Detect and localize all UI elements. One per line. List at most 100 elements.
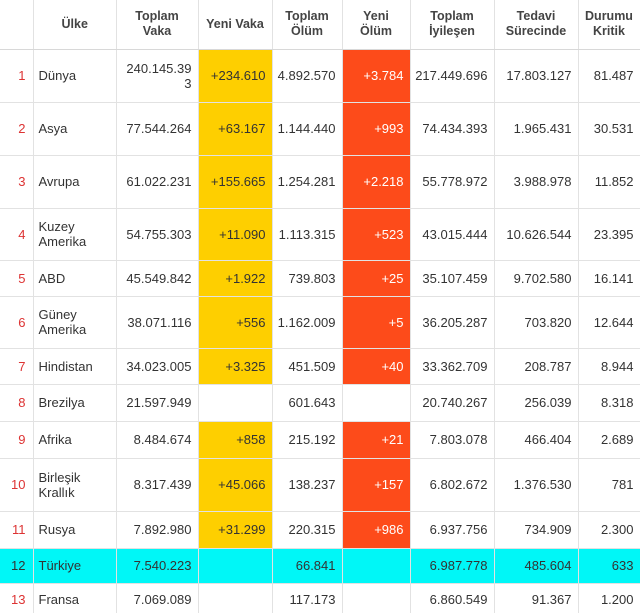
total-cases-cell: 8.484.674 bbox=[116, 421, 199, 459]
country-cell[interactable]: Kuzey Amerika bbox=[33, 208, 117, 261]
new-deaths-cell bbox=[342, 548, 411, 584]
table-row: 11 Rusya 7.892.980 +31.299 220.315 +986 6.937.… bbox=[0, 511, 640, 549]
rank-cell: 8 bbox=[0, 384, 34, 422]
total-cases-cell: 77.544.264 bbox=[116, 102, 199, 156]
total-cases-cell: 54.755.303 bbox=[116, 208, 199, 261]
total-recovered-cell: 217.449.696 bbox=[410, 49, 495, 103]
total-recovered-cell: 20.740.267 bbox=[410, 384, 495, 422]
rank-cell: 10 bbox=[0, 458, 34, 512]
critical-cell: 81.487 bbox=[578, 49, 640, 103]
new-deaths-cell bbox=[342, 583, 411, 613]
new-cases-cell: +234.610 bbox=[198, 49, 273, 103]
header-total-recovered[interactable]: Toplam İyileşen bbox=[410, 0, 495, 50]
active-cell: 10.626.544 bbox=[494, 208, 579, 261]
country-cell[interactable]: Brezilya bbox=[33, 384, 117, 422]
active-cell: 1.376.530 bbox=[494, 458, 579, 512]
new-deaths-cell: +986 bbox=[342, 511, 411, 549]
critical-cell: 12.644 bbox=[578, 296, 640, 349]
new-deaths-cell: +5 bbox=[342, 296, 411, 349]
header-critical[interactable]: Durumu Kritik bbox=[578, 0, 640, 50]
total-recovered-cell: 36.205.287 bbox=[410, 296, 495, 349]
active-cell: 17.803.127 bbox=[494, 49, 579, 103]
header-active[interactable]: Tedavi Sürecinde bbox=[494, 0, 579, 50]
total-cases-cell: 61.022.231 bbox=[116, 155, 199, 209]
active-cell: 1.965.431 bbox=[494, 102, 579, 156]
new-deaths-cell: +993 bbox=[342, 102, 411, 156]
new-deaths-cell: +25 bbox=[342, 260, 411, 297]
country-cell[interactable]: Avrupa bbox=[33, 155, 117, 209]
header-new-deaths[interactable]: Yeni Ölüm bbox=[342, 0, 411, 50]
header-country[interactable]: Ülke bbox=[33, 0, 117, 50]
critical-cell: 781 bbox=[578, 458, 640, 512]
table-row: 6 Güney Amerika 38.071.116 +556 1.162.009 +5 3… bbox=[0, 296, 640, 349]
rank-cell: 7 bbox=[0, 348, 34, 385]
total-deaths-cell: 1.113.315 bbox=[272, 208, 343, 261]
header-total-deaths[interactable]: Toplam Ölüm bbox=[272, 0, 343, 50]
country-cell[interactable]: Birleşik Krallık bbox=[33, 458, 117, 512]
total-deaths-cell: 1.254.281 bbox=[272, 155, 343, 209]
total-deaths-cell: 601.643 bbox=[272, 384, 343, 422]
table-row: 4 Kuzey Amerika 54.755.303 +11.090 1.113.315… bbox=[0, 208, 640, 261]
header-new-cases[interactable]: Yeni Vaka bbox=[198, 0, 273, 50]
total-cases-cell: 7.892.980 bbox=[116, 511, 199, 549]
rank-cell: 9 bbox=[0, 421, 34, 459]
total-deaths-cell: 451.509 bbox=[272, 348, 343, 385]
country-cell[interactable]: Fransa bbox=[33, 583, 117, 613]
rank-cell: 6 bbox=[0, 296, 34, 349]
country-cell[interactable]: Dünya bbox=[33, 49, 117, 103]
critical-cell: 8.944 bbox=[578, 348, 640, 385]
new-cases-cell: +858 bbox=[198, 421, 273, 459]
new-cases-cell: +63.167 bbox=[198, 102, 273, 156]
new-cases-cell: +155.665 bbox=[198, 155, 273, 209]
total-cases-cell: 38.071.116 bbox=[116, 296, 199, 349]
table-row: 10 Birleşik Krallık 8.317.439 +45.066 138.23… bbox=[0, 458, 640, 512]
table-row: 1 Dünya 240.145.393 +234.610 4.892.570 +3.784… bbox=[0, 49, 640, 103]
critical-cell: 1.200 bbox=[578, 583, 640, 613]
country-cell[interactable]: Türkiye bbox=[33, 548, 117, 584]
table-row: 3 Avrupa 61.022.231 +155.665 1.254.281 +2.218… bbox=[0, 155, 640, 209]
total-recovered-cell: 33.362.709 bbox=[410, 348, 495, 385]
table-row: 7 Hindistan 34.023.005 +3.325 451.509 +40 33.3… bbox=[0, 348, 640, 385]
active-cell: 703.820 bbox=[494, 296, 579, 349]
header-row: Ülke Toplam Vaka Yeni Vaka Toplam Ölüm Y… bbox=[0, 0, 640, 50]
rank-cell: 1 bbox=[0, 49, 34, 103]
country-cell[interactable]: ABD bbox=[33, 260, 117, 297]
rank-cell: 12 bbox=[0, 548, 34, 584]
table-row: 8 Brezilya 21.597.949 601.643 20.740.267 256.… bbox=[0, 384, 640, 422]
country-cell[interactable]: Güney Amerika bbox=[33, 296, 117, 349]
table-row: 12 Türkiye 7.540.223 66.841 6.987.778 485.604… bbox=[0, 548, 640, 584]
critical-cell: 23.395 bbox=[578, 208, 640, 261]
rank-cell: 11 bbox=[0, 511, 34, 549]
critical-cell: 30.531 bbox=[578, 102, 640, 156]
table-body: 1 Dünya 240.145.393 +234.610 4.892.570 +3.784… bbox=[0, 49, 640, 613]
total-cases-cell: 45.549.842 bbox=[116, 260, 199, 297]
country-cell[interactable]: Afrika bbox=[33, 421, 117, 459]
active-cell: 466.404 bbox=[494, 421, 579, 459]
table-row: 13 Fransa 7.069.089 117.173 6.860.549 91.367 1… bbox=[0, 583, 640, 613]
total-cases-cell: 34.023.005 bbox=[116, 348, 199, 385]
new-cases-cell bbox=[198, 583, 273, 613]
total-recovered-cell: 6.802.672 bbox=[410, 458, 495, 512]
critical-cell: 16.141 bbox=[578, 260, 640, 297]
active-cell: 9.702.580 bbox=[494, 260, 579, 297]
active-cell: 485.604 bbox=[494, 548, 579, 584]
rank-cell: 2 bbox=[0, 102, 34, 156]
table-row: 9 Afrika 8.484.674 +858 215.192 +21 7.803.078 4… bbox=[0, 421, 640, 459]
total-deaths-cell: 220.315 bbox=[272, 511, 343, 549]
header-total-cases[interactable]: Toplam Vaka bbox=[116, 0, 199, 50]
total-recovered-cell: 55.778.972 bbox=[410, 155, 495, 209]
new-deaths-cell: +21 bbox=[342, 421, 411, 459]
total-deaths-cell: 1.162.009 bbox=[272, 296, 343, 349]
new-deaths-cell: +157 bbox=[342, 458, 411, 512]
new-cases-cell: +556 bbox=[198, 296, 273, 349]
country-cell[interactable]: Asya bbox=[33, 102, 117, 156]
critical-cell: 2.300 bbox=[578, 511, 640, 549]
new-deaths-cell: +523 bbox=[342, 208, 411, 261]
rank-cell: 13 bbox=[0, 583, 34, 613]
country-cell[interactable]: Hindistan bbox=[33, 348, 117, 385]
header-rank[interactable] bbox=[0, 0, 34, 50]
country-cell[interactable]: Rusya bbox=[33, 511, 117, 549]
total-cases-cell: 7.540.223 bbox=[116, 548, 199, 584]
total-cases-cell: 240.145.393 bbox=[116, 49, 199, 103]
new-cases-cell: +1.922 bbox=[198, 260, 273, 297]
